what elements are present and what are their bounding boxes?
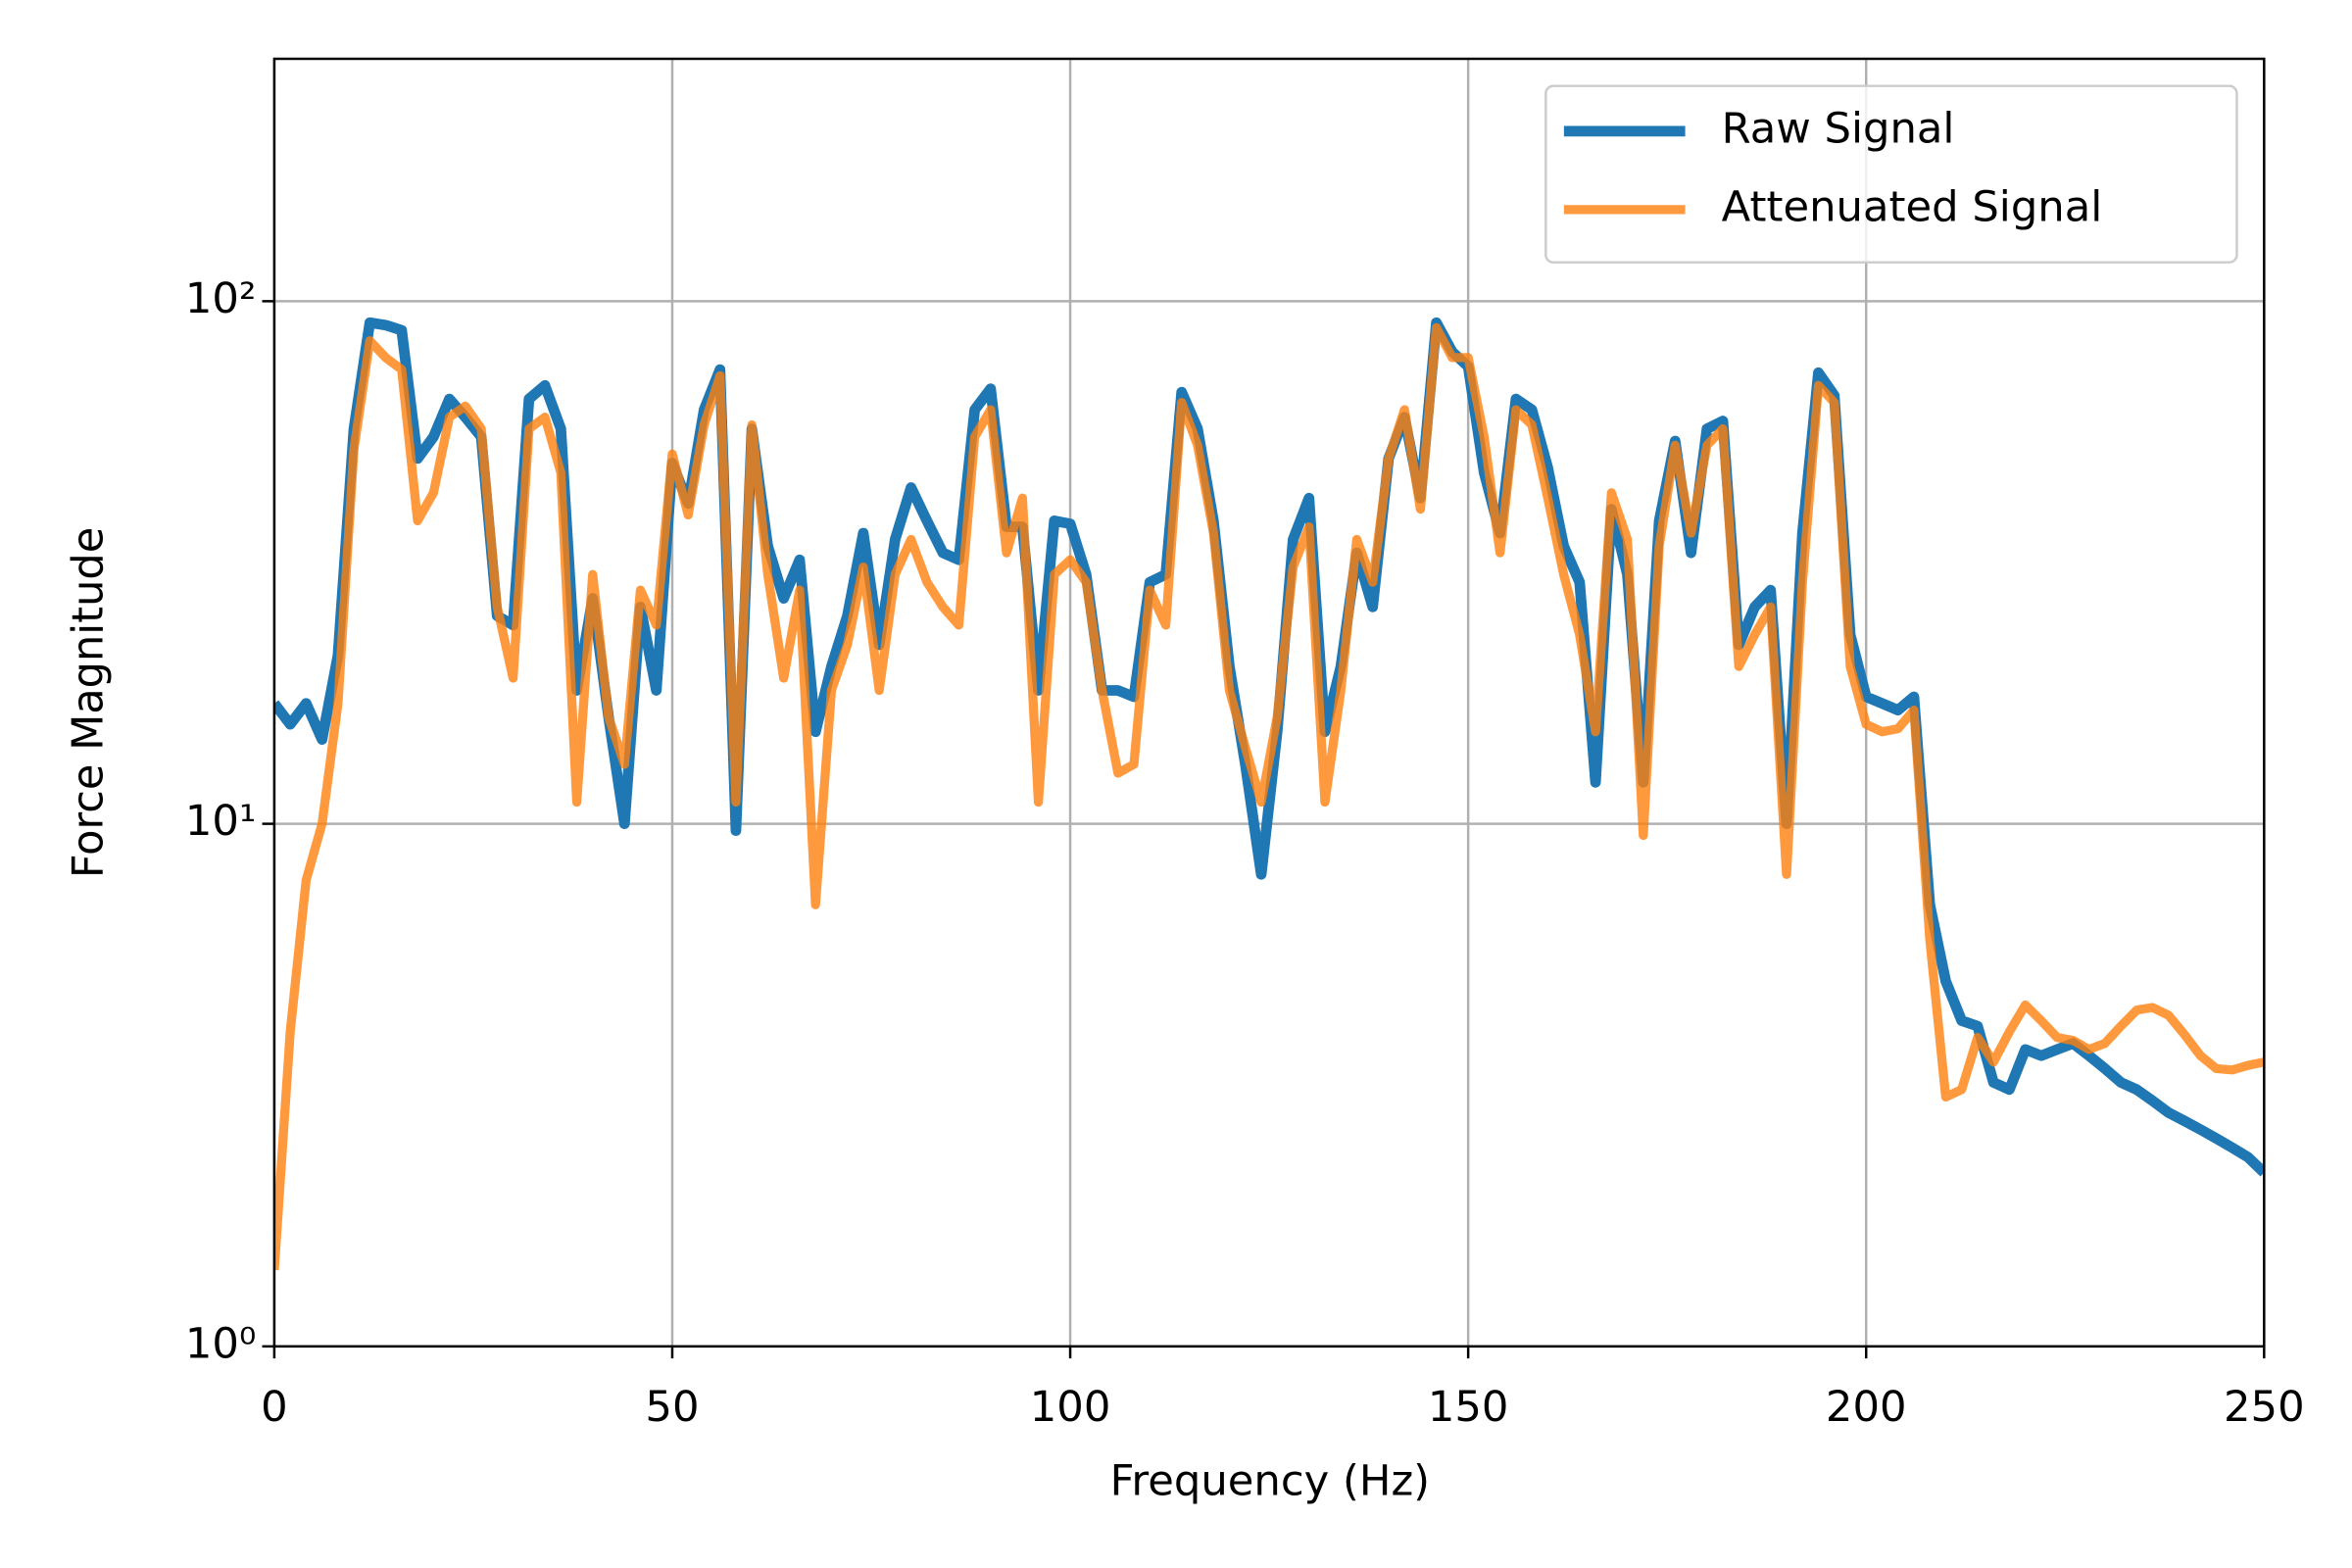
legend: Raw Signal Attenuated Signal (1544, 84, 2238, 264)
legend-label: Attenuated Signal (1722, 182, 2103, 231)
x-tick-label: 50 (645, 1383, 699, 1432)
y-tick-label: 10⁰ (185, 1319, 256, 1368)
legend-label: Raw Signal (1722, 104, 1955, 153)
line-series (273, 322, 2265, 1271)
x-tick-label: 100 (1030, 1383, 1111, 1432)
y-axis-label: Force Magnitude (64, 527, 113, 878)
x-tick-label: 250 (2224, 1383, 2305, 1432)
y-tick-label: 10² (185, 274, 256, 323)
y-tick-label: 10¹ (185, 797, 256, 846)
x-tick-label: 200 (1826, 1383, 1907, 1432)
x-axis-label: Frequency (Hz) (1110, 1456, 1430, 1505)
axes-frame (272, 57, 2266, 1348)
plot-area (273, 317, 2265, 1271)
x-tick-label: 150 (1428, 1383, 1509, 1432)
x-tick-label: 0 (261, 1383, 288, 1432)
legend-box (1544, 84, 2238, 264)
